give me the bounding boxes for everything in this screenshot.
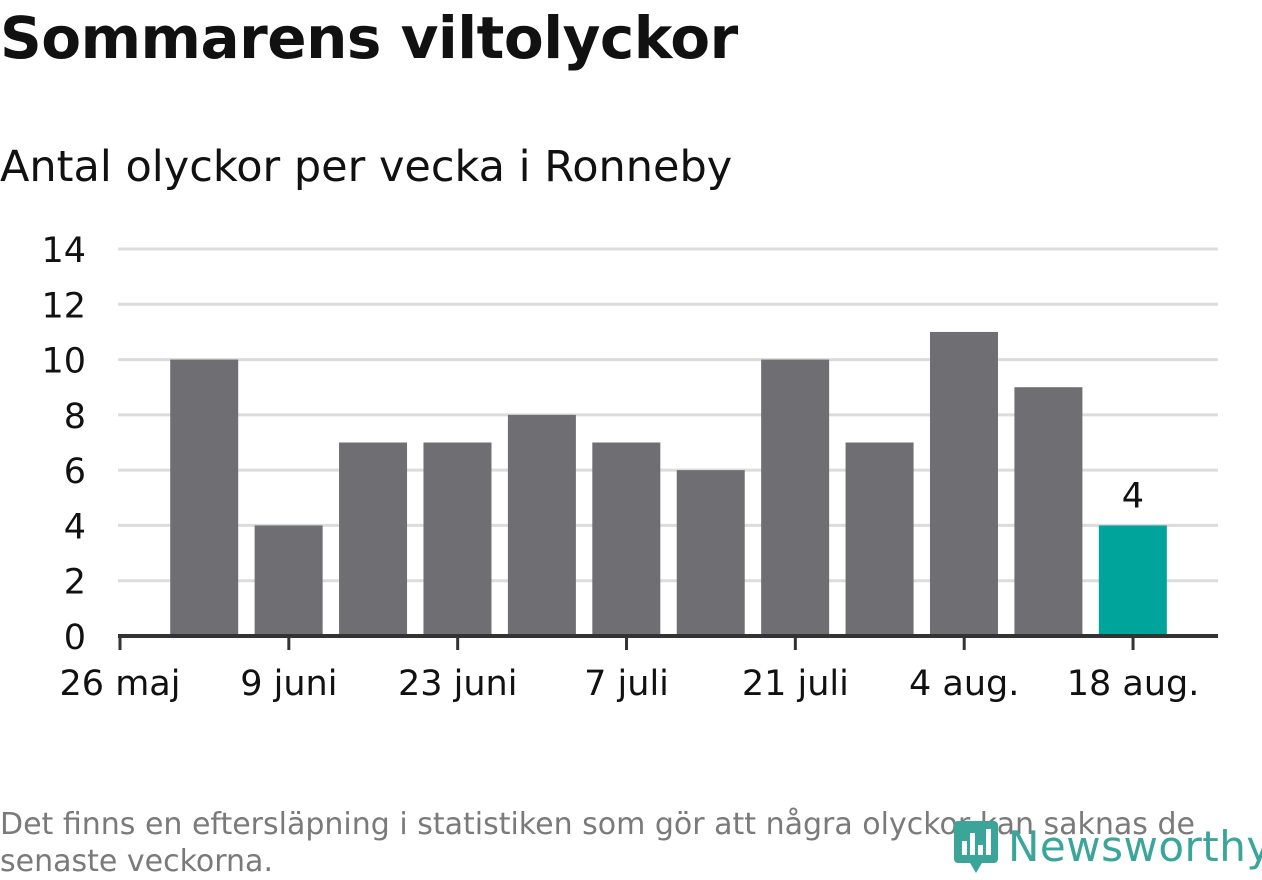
x-tick-label: 18 aug. — [1067, 664, 1200, 704]
y-tick-label: 6 — [64, 452, 86, 492]
data-label: 4 — [1122, 476, 1144, 516]
y-axis-ticks: 0 2 4 6 8 10 12 14 — [41, 231, 86, 658]
y-tick-label: 0 — [64, 618, 86, 658]
y-tick-label: 2 — [64, 563, 86, 603]
y-tick-label: 14 — [41, 231, 86, 271]
bar-8 — [761, 359, 830, 636]
y-tick-label: 10 — [41, 342, 86, 382]
newsworthy-logo: Newsworthy — [952, 817, 1262, 875]
y-tick-label: 4 — [64, 507, 86, 547]
data-labels: 4 — [1122, 476, 1144, 516]
bar-2 — [254, 525, 323, 636]
x-tick-label: 4 aug. — [909, 664, 1019, 704]
bar-7 — [676, 470, 745, 636]
bars — [170, 331, 1167, 636]
bar-11 — [1014, 387, 1083, 636]
x-tick-label: 23 juni — [398, 664, 517, 704]
x-tick-label: 9 juni — [240, 664, 337, 704]
bar-10 — [929, 331, 998, 636]
x-tick-label: 26 maj — [60, 664, 181, 704]
logo-text: Newsworthy — [1008, 821, 1262, 871]
bar-6 — [592, 442, 661, 636]
bar-12 — [1098, 525, 1167, 636]
y-tick-label: 12 — [41, 286, 86, 326]
bar-3 — [339, 442, 408, 636]
bar-5 — [507, 414, 576, 636]
x-tick-label: 7 juli — [584, 664, 669, 704]
y-tick-label: 8 — [64, 397, 86, 437]
bar-chart-pin-icon — [954, 821, 998, 873]
x-axis-ticks: 26 maj 9 juni 23 juni 7 juli 21 juli 4 aug. 18… — [60, 636, 1200, 704]
x-tick-label: 21 juli — [742, 664, 849, 704]
bar-1 — [170, 359, 239, 636]
chart-title: Sommarens viltolyckor — [0, 4, 738, 72]
bar-9 — [845, 442, 914, 636]
chart-subtitle: Antal olyckor per vecka i Ronneby — [0, 142, 733, 192]
bar-4 — [423, 442, 492, 636]
